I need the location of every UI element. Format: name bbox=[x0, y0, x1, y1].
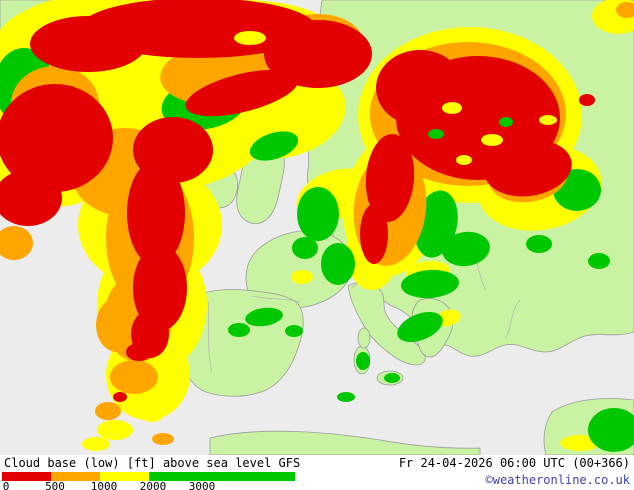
map-area bbox=[0, 0, 634, 455]
cloud-speckles bbox=[234, 31, 557, 165]
map-datetime: Fr 24-04-2026 06:00 UTC (00+366) bbox=[398, 456, 630, 470]
weather-map bbox=[0, 0, 634, 455]
map-title: Cloud base (low) [ft] above sea level GF… bbox=[4, 456, 301, 470]
legend-tick-1000: 1000 bbox=[90, 480, 118, 490]
legend-segment-0-500 bbox=[2, 472, 51, 481]
legend-tick-3000: 3000 bbox=[188, 480, 216, 490]
footer-text-line: Cloud base (low) [ft] above sea level GF… bbox=[4, 456, 630, 470]
legend-segment-2000-3000 bbox=[149, 472, 295, 481]
legend-tick-500: 500 bbox=[45, 480, 65, 490]
footer: Cloud base (low) [ft] above sea level GF… bbox=[0, 455, 634, 490]
copyright-link[interactable]: ©weatheronline.co.uk bbox=[485, 473, 631, 487]
legend-gradient bbox=[2, 472, 295, 481]
legend-tick-2000: 2000 bbox=[139, 480, 167, 490]
legend-segment-500-1000 bbox=[51, 472, 100, 481]
legend-tick-0: 0 bbox=[2, 480, 10, 490]
legend-segment-1000-2000 bbox=[100, 472, 149, 481]
